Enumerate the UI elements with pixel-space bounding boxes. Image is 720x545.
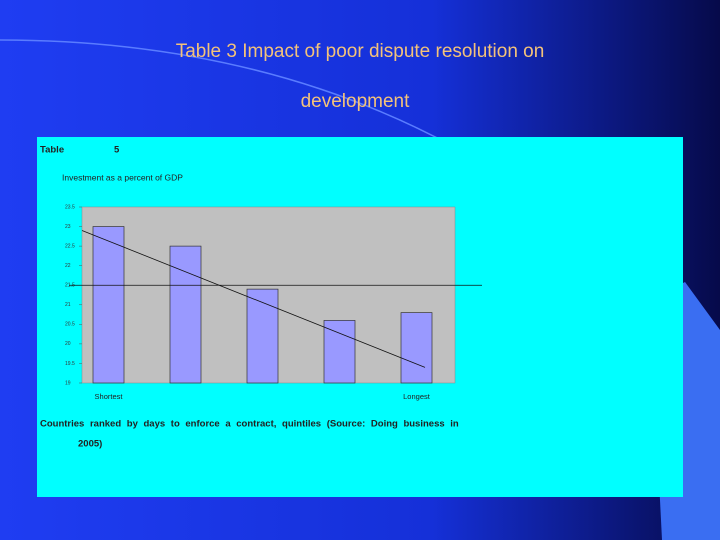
y-tick-label: 22: [65, 263, 71, 269]
table-label: Table: [40, 145, 64, 156]
slide-title: Table 3 Impact of poor dispute resolutio…: [176, 41, 545, 62]
y-tick-label: 23.5: [65, 204, 75, 210]
y-tick-label: 19: [65, 380, 71, 386]
bar: [92, 226, 125, 384]
bar: [323, 320, 356, 384]
y-tick-label: 21: [65, 302, 71, 308]
bar: [246, 288, 279, 384]
bar: [169, 245, 202, 384]
slide-title: development: [301, 91, 411, 112]
caption: 2005): [78, 439, 102, 450]
decor-curve: [0, 39, 461, 151]
x-tick-label: Longest: [403, 392, 431, 401]
y-tick-label: 22.5: [65, 243, 75, 249]
caption: Countries ranked by days to enforce a co…: [40, 419, 459, 430]
y-tick-label: 20.5: [65, 322, 75, 328]
table-number: 5: [114, 145, 120, 156]
chart-title: Investment as a percent of GDP: [62, 172, 183, 182]
y-tick-label: 20: [65, 341, 71, 347]
trend-line: [81, 230, 426, 368]
x-tick-label: Shortest: [95, 392, 124, 401]
bar: [400, 312, 433, 384]
y-tick-label: 19.5: [65, 361, 75, 367]
y-tick-label: 23: [65, 224, 71, 230]
